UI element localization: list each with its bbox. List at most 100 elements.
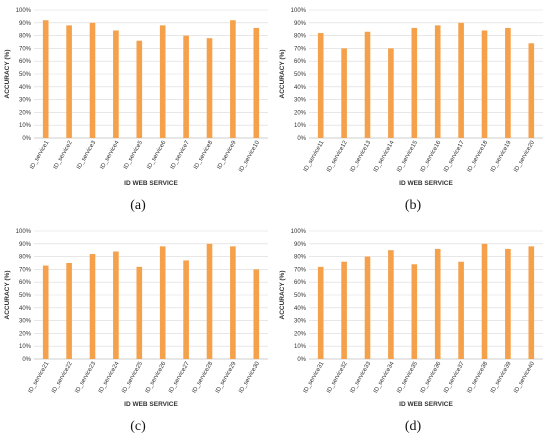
y-tick-label-d-3: 30% [294, 319, 307, 325]
y-tick-label-a-10: 100% [16, 8, 32, 14]
x-tick-label-c-1: ID_service21 [28, 360, 51, 394]
bar-c-3 [89, 254, 96, 359]
bar-d-5 [411, 264, 418, 359]
x-tick-label-d-3: ID_service33 [350, 360, 373, 394]
bar-d-6 [434, 248, 441, 359]
x-tick-label-d-8: ID_service38 [467, 360, 490, 394]
y-tick-label-d-5: 50% [294, 293, 307, 299]
y-tick-label-b-7: 70% [294, 46, 307, 52]
x-tick-label-c-7: ID_service27 [168, 360, 191, 394]
x-axis-title-b: ID WEB SERVICE [399, 180, 453, 187]
y-tick-label-b-4: 40% [294, 85, 307, 91]
bar-b-7 [458, 22, 464, 138]
bar-a-9 [230, 20, 236, 139]
y-tick-label-b-9: 90% [294, 21, 307, 27]
bar-b-1 [317, 33, 324, 138]
x-tick-label-a-1: ID_service1 [29, 139, 50, 170]
y-tick-label-d-7: 70% [294, 267, 307, 273]
chart-panel-c: 0% 10% 20% 30% 40% 50% 60% 70% 80% 90% 100% ID_serv… [0, 221, 275, 442]
y-tick-label-c-5: 50% [19, 293, 32, 299]
x-tick-label-a-8: ID_service8 [193, 139, 214, 170]
x-tick-label-a-4: ID_service4 [100, 139, 121, 170]
y-tick-label-c-6: 60% [19, 280, 32, 286]
bar-a-8 [206, 38, 213, 138]
chart-caption-a: (a) [130, 198, 146, 213]
bar-c-5 [136, 266, 143, 359]
y-tick-label-c-3: 30% [19, 319, 32, 325]
y-tick-label-d-2: 20% [294, 331, 307, 337]
x-tick-label-c-6: ID_service26 [145, 360, 168, 394]
y-tick-label-d-1: 10% [294, 344, 307, 350]
bar-c-2 [66, 263, 72, 359]
bar-chart-c: 0% 10% 20% 30% 40% 50% 60% 70% 80% 90% 100% ID_serv… [4, 229, 268, 408]
x-tick-label-c-8: ID_service28 [192, 360, 215, 394]
bar-d-8 [481, 243, 488, 359]
bar-b-6 [434, 25, 441, 138]
y-tick-label-a-7: 70% [19, 46, 32, 52]
x-tick-label-d-5: ID_service35 [396, 360, 419, 394]
x-axis-title-a: ID WEB SERVICE [124, 180, 178, 187]
x-tick-label-d-4: ID_service34 [373, 360, 396, 394]
bar-c-10 [253, 269, 260, 359]
y-tick-label-c-9: 90% [19, 242, 32, 248]
y-tick-label-a-8: 80% [19, 34, 32, 40]
bar-c-1 [42, 265, 49, 359]
y-tick-label-b-1: 10% [294, 123, 307, 129]
bar-chart-a: 0% 10% 20% 30% 40% 50% 60% 70% 80% 90% 100% ID_serv… [4, 8, 268, 187]
y-tick-label-d-4: 40% [294, 306, 307, 312]
chart-panel-a: 0% 10% 20% 30% 40% 50% 60% 70% 80% 90% 100% ID_serv… [0, 0, 275, 221]
x-tick-label-a-3: ID_service3 [76, 139, 97, 170]
x-tick-label-b-6: ID_service16 [420, 139, 443, 173]
bar-b-3 [364, 31, 371, 138]
y-tick-label-b-5: 50% [294, 72, 307, 78]
bar-d-1 [317, 266, 324, 359]
bar-a-1 [42, 20, 49, 139]
x-tick-label-d-6: ID_service36 [420, 360, 443, 394]
bar-c-4 [113, 251, 119, 359]
x-tick-label-a-6: ID_service6 [146, 139, 167, 170]
y-tick-label-d-6: 60% [294, 280, 307, 286]
x-tick-label-d-9: ID_service39 [490, 360, 513, 394]
bar-d-10 [528, 246, 535, 359]
y-axis-title-c: ACCURACY (%) [4, 271, 11, 320]
bar-chart-d: 0% 10% 20% 30% 40% 50% 60% 70% 80% 90% 100% ID_serv… [279, 229, 543, 408]
y-tick-label-b-3: 30% [294, 98, 307, 104]
y-tick-label-a-9: 90% [19, 21, 32, 27]
y-tick-label-a-2: 20% [19, 110, 32, 116]
bar-b-8 [481, 30, 488, 139]
bar-a-7 [183, 35, 189, 138]
bar-a-4 [113, 30, 119, 139]
x-tick-label-b-8: ID_service18 [467, 139, 490, 173]
y-tick-label-b-6: 60% [294, 59, 307, 65]
y-tick-label-a-0: 0% [22, 136, 31, 142]
y-tick-label-a-6: 60% [19, 59, 32, 65]
bar-a-3 [89, 22, 96, 138]
bar-d-9 [505, 248, 511, 359]
y-tick-label-c-2: 20% [19, 331, 32, 337]
x-tick-label-c-9: ID_service29 [215, 360, 238, 394]
bar-b-5 [411, 27, 418, 139]
x-axis-title-c: ID WEB SERVICE [124, 401, 178, 408]
y-tick-label-d-9: 90% [294, 242, 307, 248]
bar-c-6 [159, 246, 166, 359]
bar-chart-b: 0% 10% 20% 30% 40% 50% 60% 70% 80% 90% 100% ID_serv… [279, 8, 543, 187]
bar-a-2 [66, 25, 72, 138]
x-tick-label-c-4: ID_service24 [98, 360, 121, 394]
x-tick-label-b-3: ID_service13 [350, 139, 373, 173]
y-tick-label-b-2: 20% [294, 110, 307, 116]
bar-c-7 [183, 260, 189, 359]
x-tick-label-d-1: ID_service31 [303, 360, 326, 394]
bar-c-8 [206, 243, 213, 359]
bar-d-2 [341, 261, 347, 359]
y-axis-title-b: ACCURACY (%) [279, 50, 286, 99]
y-tick-label-d-0: 0% [297, 357, 306, 363]
y-axis-title-a: ACCURACY (%) [4, 50, 11, 99]
x-tick-label-d-10: ID_service40 [513, 360, 536, 394]
bar-b-9 [505, 27, 511, 139]
x-tick-label-a-5: ID_service5 [123, 139, 144, 170]
y-tick-label-a-3: 30% [19, 98, 32, 104]
y-tick-label-b-10: 100% [291, 8, 307, 14]
bar-a-10 [253, 27, 260, 139]
chart-caption-b: (b) [404, 198, 422, 213]
bar-b-10 [528, 43, 535, 138]
